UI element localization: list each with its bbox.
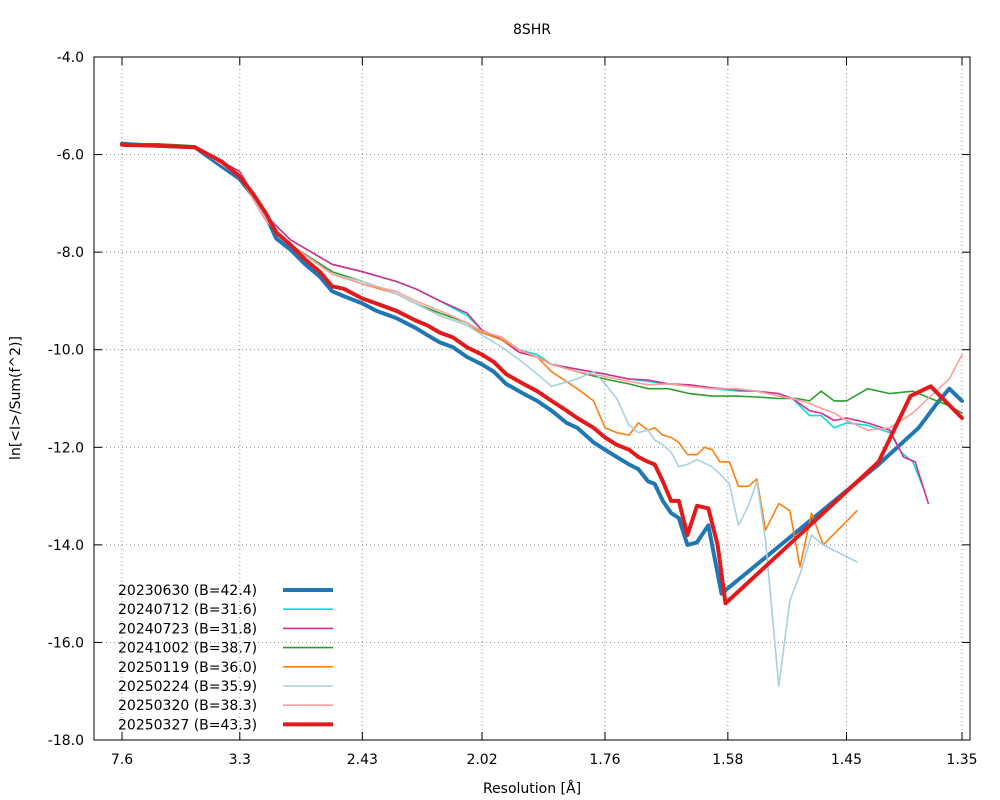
x-tick-label: 1.45 [831,752,862,768]
series-line-20241002 [121,143,963,414]
x-tick-label: 3.3 [229,752,251,768]
x-tick-label: 1.76 [589,752,620,768]
y-axis-label: ln[<I>/Sum(f^2)] [8,336,24,460]
series-line-20230630 [120,141,964,596]
x-tick-label: 7.6 [111,752,133,768]
legend-label: 20240712 (B=31.6) [118,602,257,618]
legend-label: 20250224 (B=35.9) [118,679,257,695]
legend-label: 20250119 (B=36.0) [118,660,257,676]
legend-label: 20250327 (B=43.3) [118,717,257,733]
x-tick-label: 1.58 [712,752,743,768]
y-tick-label: -4.0 [57,50,84,66]
x-tick-label: 2.43 [347,752,378,768]
series-line-20240723 [121,144,930,505]
y-tick-label: -16.0 [48,635,84,651]
series-layer [120,141,964,688]
legend-label: 20241002 (B=38.7) [118,641,257,657]
plot-frame [93,56,971,741]
x-axis-label: Resolution [Å] [483,780,581,797]
y-tick-label: -12.0 [48,440,84,456]
y-tick-label: -8.0 [57,245,84,261]
legend-label: 20230630 (B=42.4) [118,583,257,599]
axis-ticks: 7.6 3.3 2.43 2.02 1.76 1.58 1.45 1.35 -4.0 -6.0 -8… [48,50,978,768]
series-line-20250224 [121,144,858,688]
y-tick-label: -14.0 [48,538,84,554]
y-tick-label: -6.0 [57,148,84,164]
series-line-20240712 [121,143,926,492]
y-tick-label: -10.0 [48,343,84,359]
series-line-20250320 [121,144,963,431]
series-line-20250119 [121,144,858,568]
y-tick-label: -18.0 [48,733,84,749]
legend: 20230630 (B=42.4) 20240712 (B=31.6) 202407… [118,583,333,733]
legend-label: 20250320 (B=38.3) [118,698,257,714]
legend-label: 20240723 (B=31.8) [118,621,257,637]
x-tick-label: 1.35 [946,752,977,768]
chart-title: 8SHR [513,22,551,38]
series-line-20250327 [120,142,964,606]
x-tick-label: 2.02 [466,752,497,768]
